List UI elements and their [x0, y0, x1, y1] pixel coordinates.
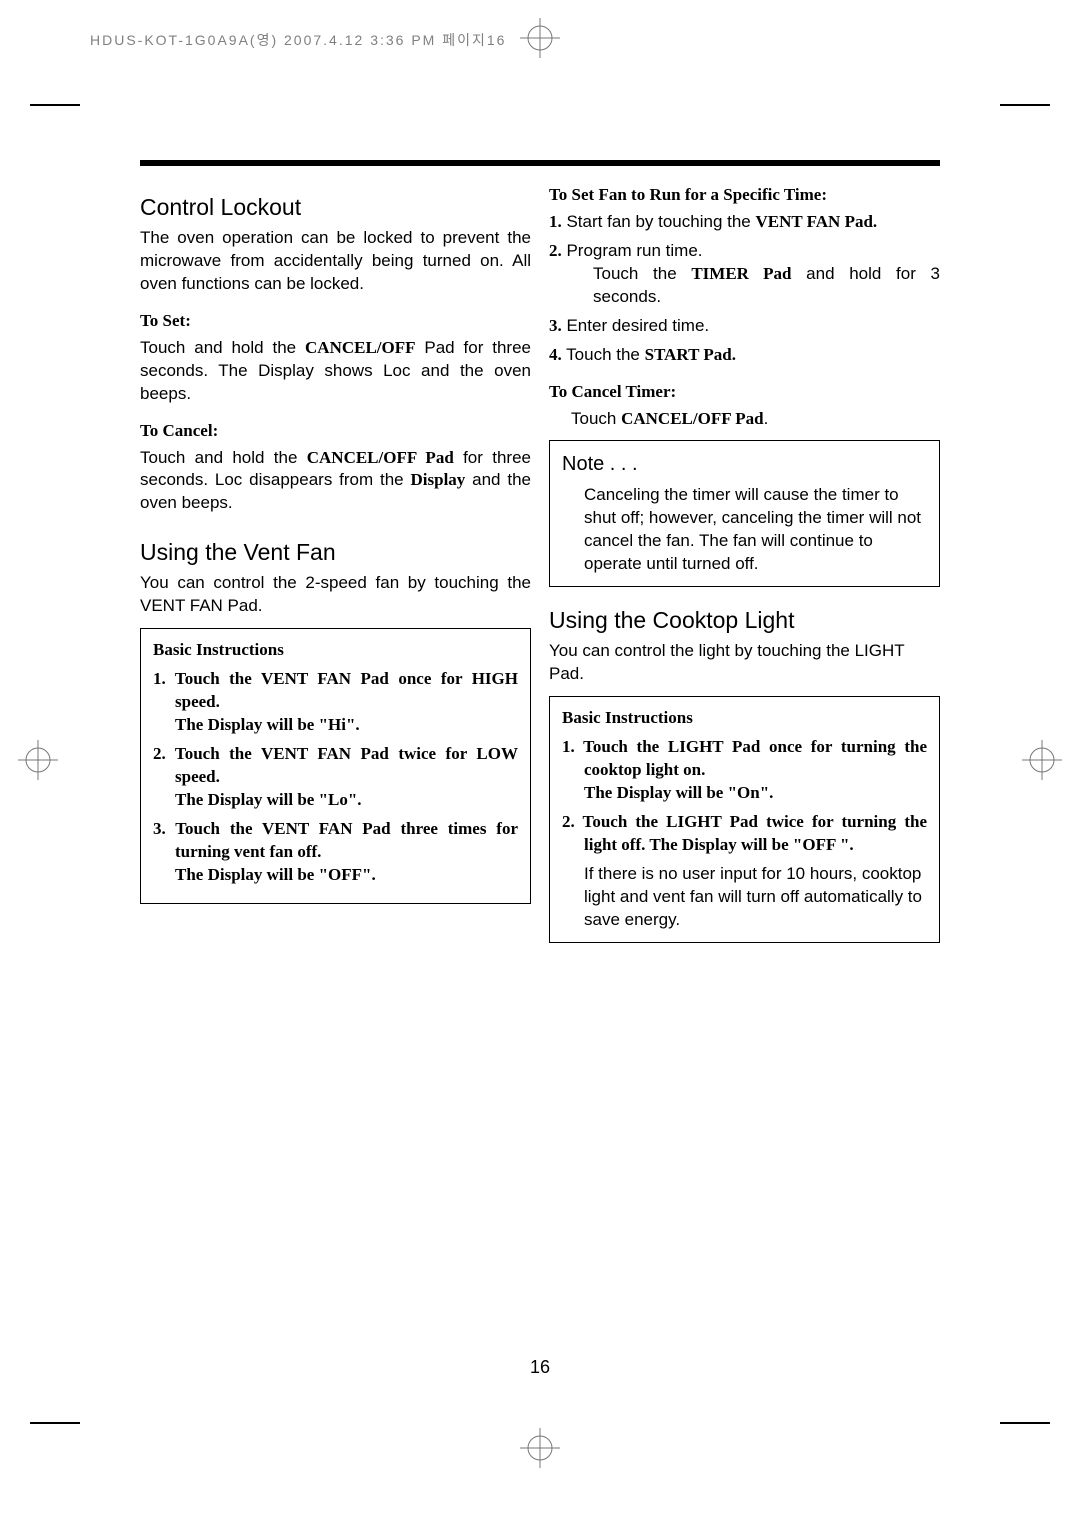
basic-instructions-label: Basic Instructions — [153, 639, 518, 662]
crop-mark-top — [520, 18, 560, 58]
light-instructions-box: Basic Instructions 1. Touch the LIGHT Pa… — [549, 696, 940, 942]
vent-step-1: 1. Touch the VENT FAN Pad once for HIGH … — [153, 668, 518, 737]
fan-step-2: 2. Program run time. Touch the TIMER Pad… — [549, 240, 940, 309]
fan-step-4: 4. Touch the START Pad. — [549, 344, 940, 367]
light-desc: You can control the light by touching th… — [549, 640, 940, 686]
light-step-2: 2. Touch the LIGHT Pad twice for turning… — [562, 811, 927, 857]
tick-mark — [1000, 1422, 1050, 1424]
fan-step-3: 3. Enter desired time. — [549, 315, 940, 338]
to-cancel-body: Touch and hold the CANCEL/OFF Pad for th… — [140, 447, 531, 516]
vent-step-2: 2. Touch the VENT FAN Pad twice for LOW … — [153, 743, 518, 812]
note-title: Note . . . — [562, 451, 927, 478]
basic-instructions-label: Basic Instructions — [562, 707, 927, 730]
top-rule — [140, 160, 940, 166]
fan-step-1: 1. Start fan by touching the VENT FAN Pa… — [549, 211, 940, 234]
heading-cooktop-light: Using the Cooktop Light — [549, 607, 940, 634]
light-step-1: 1. Touch the LIGHT Pad once for turning … — [562, 736, 927, 805]
left-column: Control Lockout The oven operation can b… — [140, 184, 531, 943]
heading-control-lockout: Control Lockout — [140, 194, 531, 221]
print-header: HDUS-KOT-1G0A9A(영) 2007.4.12 3:36 PM 페이지… — [90, 30, 506, 50]
cancel-timer-body: Touch CANCEL/OFF Pad. — [549, 408, 940, 431]
lockout-desc: The oven operation can be locked to prev… — [140, 227, 531, 296]
note-box: Note . . . Canceling the timer will caus… — [549, 440, 940, 587]
tick-mark — [1000, 104, 1050, 106]
crop-mark-right — [1022, 740, 1062, 780]
to-set-body: Touch and hold the CANCEL/OFF Pad for th… — [140, 337, 531, 406]
tick-mark — [30, 104, 80, 106]
note-body: Canceling the timer will cause the timer… — [562, 484, 927, 576]
light-auto-off: If there is no user input for 10 hours, … — [562, 863, 927, 932]
right-column: To Set Fan to Run for a Specific Time: 1… — [549, 184, 940, 943]
page-number: 16 — [530, 1357, 550, 1378]
vent-step-3: 3. Touch the VENT FAN Pad three times fo… — [153, 818, 518, 887]
vent-desc: You can control the 2-speed fan by touch… — [140, 572, 531, 618]
page-content: Control Lockout The oven operation can b… — [140, 160, 940, 943]
heading-vent-fan: Using the Vent Fan — [140, 539, 531, 566]
tick-mark — [30, 1422, 80, 1424]
sub-to-cancel: To Cancel: — [140, 420, 531, 443]
sub-cancel-timer: To Cancel Timer: — [549, 381, 940, 404]
crop-mark-bottom — [520, 1428, 560, 1468]
sub-to-set: To Set: — [140, 310, 531, 333]
sub-fan-specific-time: To Set Fan to Run for a Specific Time: — [549, 184, 940, 207]
vent-instructions-box: Basic Instructions 1. Touch the VENT FAN… — [140, 628, 531, 903]
crop-mark-left — [18, 740, 58, 780]
